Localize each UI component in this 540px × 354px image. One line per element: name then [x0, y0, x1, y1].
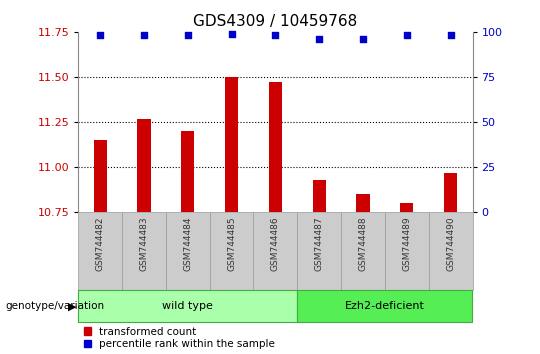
Text: wild type: wild type	[163, 301, 213, 311]
Point	[315, 36, 323, 42]
Bar	[356, 194, 369, 212]
Bar	[181, 131, 194, 212]
Bar	[298, 212, 341, 290]
Bar	[253, 212, 298, 290]
Bar	[166, 212, 210, 290]
Title: GDS4309 / 10459768: GDS4309 / 10459768	[193, 14, 357, 29]
Text: GSM744488: GSM744488	[359, 216, 368, 271]
Text: Ezh2-deficient: Ezh2-deficient	[345, 301, 425, 311]
Bar	[400, 203, 414, 212]
Bar	[93, 140, 107, 212]
Text: GSM744487: GSM744487	[315, 216, 323, 271]
Point	[140, 33, 149, 38]
Bar	[313, 180, 326, 212]
Text: genotype/variation: genotype/variation	[5, 301, 105, 311]
Bar	[444, 173, 457, 212]
Bar	[78, 212, 122, 290]
Text: GSM744486: GSM744486	[271, 216, 280, 271]
Point	[227, 31, 236, 36]
Text: GSM744490: GSM744490	[446, 216, 455, 271]
Point	[184, 33, 192, 38]
Point	[359, 36, 367, 42]
Text: GSM744485: GSM744485	[227, 216, 236, 271]
Bar	[122, 212, 166, 290]
Bar	[298, 290, 472, 322]
Bar	[225, 77, 238, 212]
Legend: transformed count, percentile rank within the sample: transformed count, percentile rank withi…	[84, 327, 275, 349]
Point	[271, 33, 280, 38]
Text: ▶: ▶	[68, 301, 76, 311]
Point	[402, 33, 411, 38]
Bar	[269, 82, 282, 212]
Text: GSM744489: GSM744489	[402, 216, 411, 271]
Bar	[210, 212, 253, 290]
Point	[96, 33, 105, 38]
Bar	[385, 212, 429, 290]
Text: GSM744483: GSM744483	[139, 216, 148, 271]
Bar	[341, 212, 385, 290]
Bar	[429, 212, 472, 290]
Point	[446, 33, 455, 38]
Text: GSM744484: GSM744484	[183, 216, 192, 271]
Bar	[137, 119, 151, 212]
Bar	[78, 290, 298, 322]
Text: GSM744482: GSM744482	[96, 216, 105, 271]
